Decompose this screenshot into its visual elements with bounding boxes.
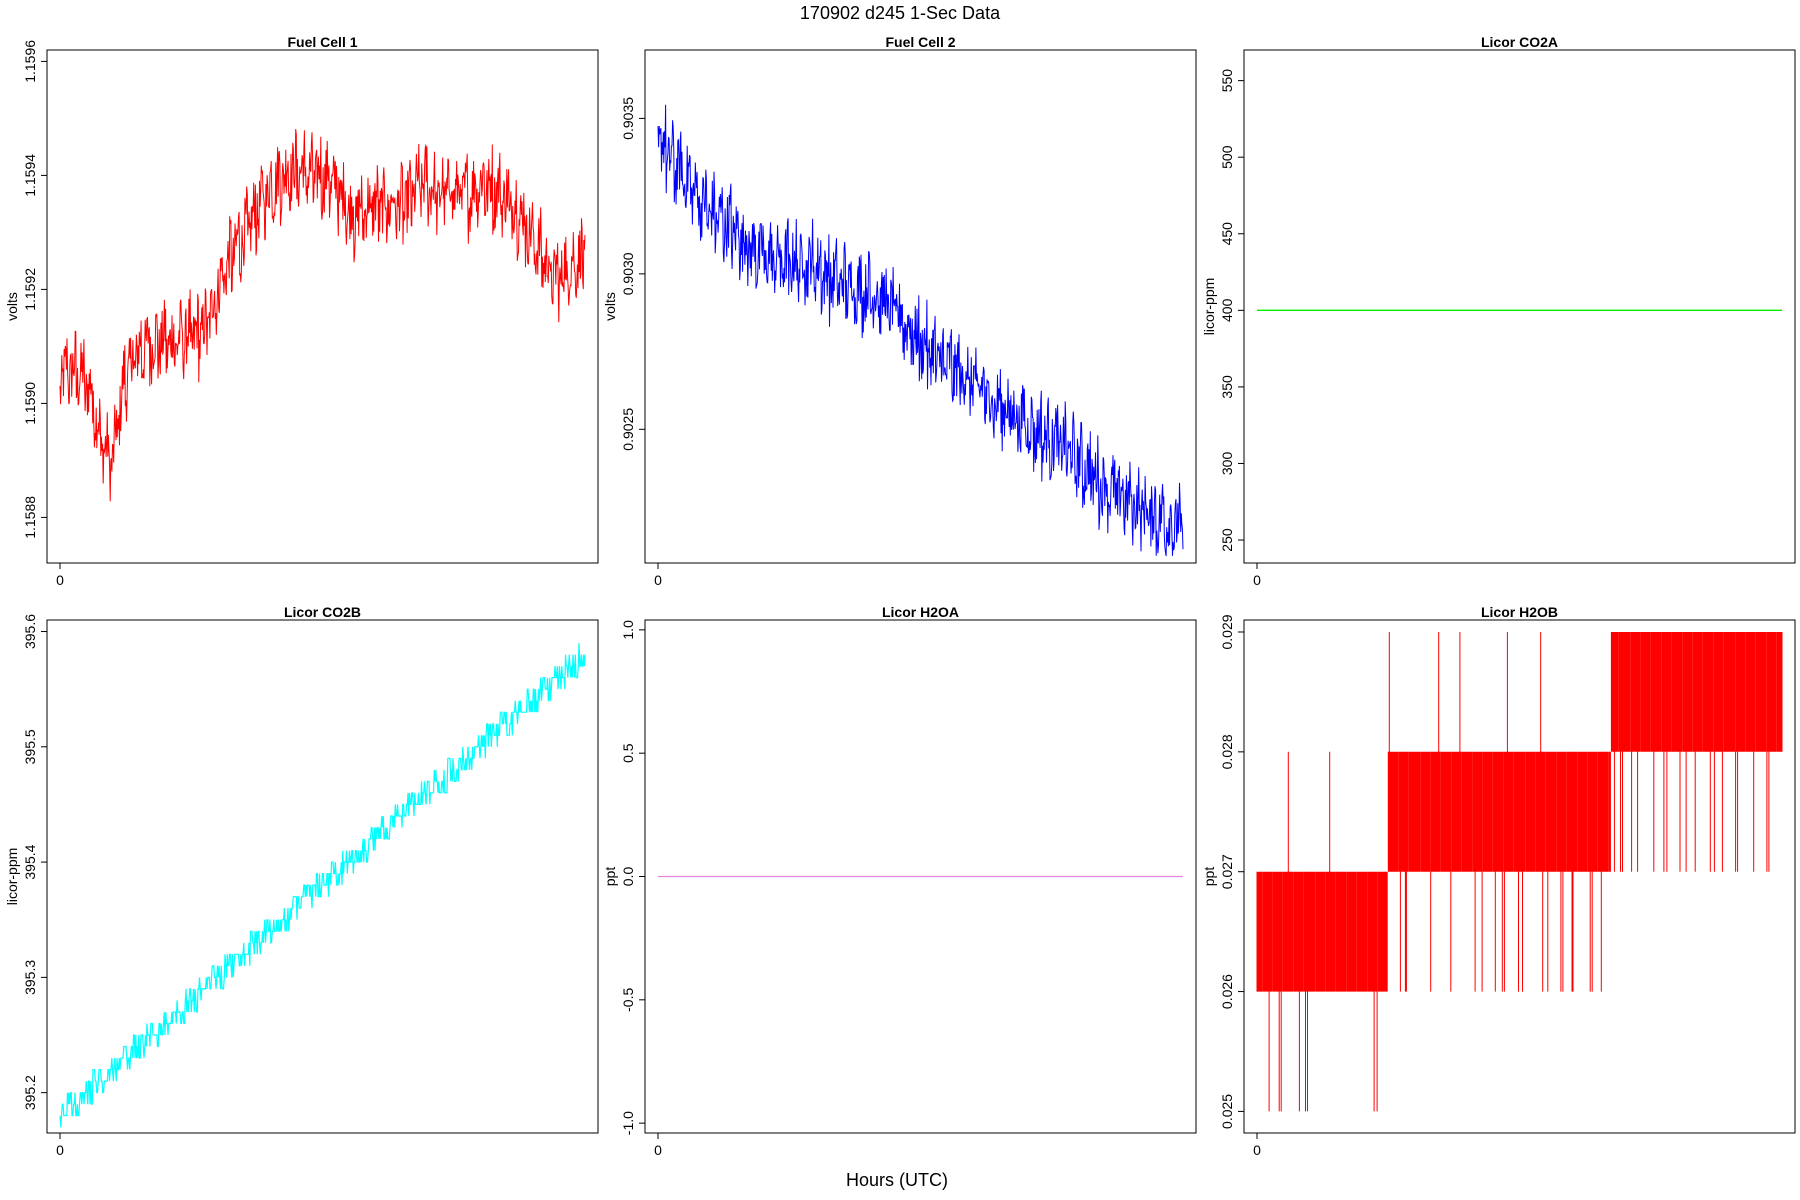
- plot-frame: [46, 619, 599, 1134]
- panel-3: Licor CO2A licor-ppm 250 300 350 400 450 500 550…: [1201, 34, 1796, 588]
- panel-title: Licor CO2B: [284, 604, 361, 620]
- panel-title: Fuel Cell 1: [287, 34, 357, 50]
- y-tick-label: -0.5: [620, 988, 636, 1012]
- panel-1: Fuel Cell 1 volts 1.1588 1.1590 1.1592 1.1594…: [4, 34, 599, 588]
- y-tick-label: 0.9030: [620, 252, 636, 295]
- y-tick-label: 1.1588: [22, 496, 38, 539]
- y-axis-label: volts: [4, 292, 20, 321]
- y-axis-label: licor-ppm: [4, 848, 20, 906]
- y-tick-label: 0.9025: [620, 408, 636, 451]
- y-tick-label: 0.5: [620, 743, 636, 763]
- y-tick-label: 0.027: [1219, 854, 1235, 889]
- plot-frame: [644, 49, 1197, 564]
- y-axis-label: ppt: [602, 867, 618, 887]
- plot-frame: [46, 49, 599, 564]
- y-tick-label: 395.4: [22, 844, 38, 879]
- y-tick-label: 395.5: [22, 729, 38, 764]
- panel-5: Licor H2OA ppt -1.0 -0.5 0.0 0.5 1.0 0: [602, 604, 1197, 1158]
- y-tick-label: 500: [1219, 145, 1235, 169]
- panel-2: Fuel Cell 2 volts 0.9025 0.9030 0.9035 0: [602, 34, 1197, 588]
- plot-frame: [1243, 619, 1796, 1134]
- y-tick-label: 0.9035: [620, 97, 636, 140]
- y-tick-label: 550: [1219, 69, 1235, 93]
- series-bars: [1256, 632, 1783, 1112]
- figure-title: 170902 d245 1-Sec Data: [800, 3, 1001, 23]
- y-tick-label: -1.0: [620, 1111, 636, 1135]
- y-tick-label: 350: [1219, 375, 1235, 399]
- y-tick-label: 395.6: [22, 614, 38, 649]
- y-tick-label: 300: [1219, 452, 1235, 476]
- x-axis-label: Hours (UTC): [846, 1170, 948, 1190]
- y-axis-label: volts: [602, 292, 618, 321]
- y-axis-label: licor-ppm: [1201, 278, 1217, 336]
- y-tick-label: 395.2: [22, 1075, 38, 1110]
- x-tick-label: 0: [56, 572, 64, 588]
- x-tick-label: 0: [1253, 572, 1261, 588]
- panels-group: Fuel Cell 1 volts 1.1588 1.1590 1.1592 1.1594…: [4, 34, 1796, 1158]
- panel-4: Licor CO2B licor-ppm 395.2 395.3 395.4 395.5 3…: [4, 604, 599, 1158]
- series-line: [59, 643, 586, 1128]
- panel-title: Licor CO2A: [1481, 34, 1558, 50]
- panel-title: Licor H2OB: [1481, 604, 1558, 620]
- series-line: [657, 104, 1184, 557]
- panel-title: Licor H2OA: [882, 604, 959, 620]
- y-tick-label: 0.029: [1219, 614, 1235, 649]
- y-tick-label: 1.1592: [22, 268, 38, 311]
- y-tick-label: 0.0: [620, 867, 636, 887]
- y-tick-label: 0.025: [1219, 1094, 1235, 1129]
- y-tick-label: 1.1590: [22, 382, 38, 425]
- x-tick-label: 0: [56, 1142, 64, 1158]
- panel-title: Fuel Cell 2: [885, 34, 955, 50]
- y-tick-label: 450: [1219, 222, 1235, 246]
- series-line: [59, 129, 586, 502]
- x-tick-label: 0: [654, 572, 662, 588]
- y-tick-label: 400: [1219, 298, 1235, 322]
- y-tick-label: 1.1594: [22, 154, 38, 197]
- x-tick-label: 0: [1253, 1142, 1261, 1158]
- y-tick-label: 1.1596: [22, 40, 38, 83]
- y-tick-label: 0.026: [1219, 974, 1235, 1009]
- plot-frame: [1243, 49, 1796, 564]
- panel-6: Licor H2OB ppt 0.025 0.026 0.027 0.028 0.029 0: [1201, 604, 1796, 1158]
- x-tick-label: 0: [654, 1142, 662, 1158]
- y-tick-label: 1.0: [620, 620, 636, 640]
- y-tick-label: 250: [1219, 528, 1235, 552]
- y-axis-label: ppt: [1201, 867, 1217, 887]
- y-tick-label: 395.3: [22, 960, 38, 995]
- y-tick-label: 0.028: [1219, 734, 1235, 769]
